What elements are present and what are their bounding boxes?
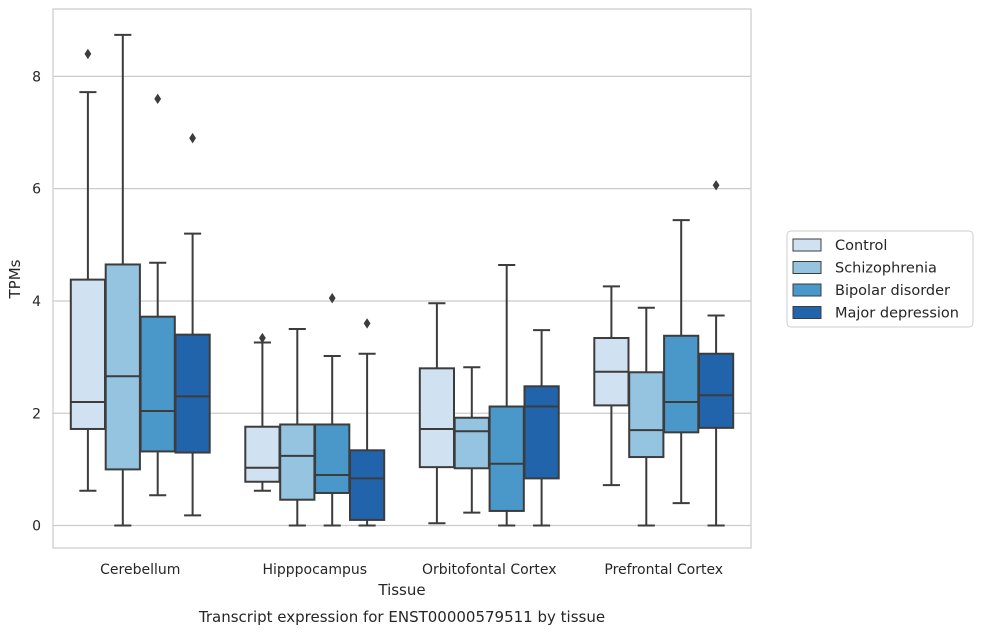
box-1-1 <box>279 328 316 527</box>
legend-label: Control <box>835 238 887 254</box>
x-axis-ticks: Cerebellum Hipppocampus Orbitofontal Corte… <box>100 562 723 578</box>
box-1-3 <box>348 318 386 527</box>
outlier-point <box>189 132 196 144</box>
box-3-0 <box>593 285 630 487</box>
legend: Control Schizophrenia Bipolar disorder Majo… <box>786 230 974 328</box>
box-2-2 <box>488 264 525 527</box>
box-body <box>348 449 386 521</box>
y-axis-label: TPMs <box>6 259 24 299</box>
x-tick-label: Prefrontal Cortex <box>604 562 723 578</box>
legend-frame <box>786 230 974 328</box>
box-1-2 <box>314 292 351 527</box>
x-tick-label: Orbitofontal Cortex <box>422 562 557 578</box>
legend-swatch <box>792 283 822 297</box>
legend-label: Major depression <box>835 306 959 322</box>
box-body <box>488 405 525 512</box>
box-3-2 <box>663 219 700 505</box>
box-2-0 <box>418 302 456 525</box>
box-body <box>104 263 141 471</box>
y-tick-label: 8 <box>32 69 41 85</box>
box-0-3 <box>174 132 211 517</box>
plot-frame <box>52 8 752 549</box>
outlier-point <box>328 292 336 304</box>
box-body <box>279 423 316 501</box>
x-axis-label: Tissue <box>377 581 425 599</box>
outlier-point <box>154 93 162 105</box>
legend-swatch <box>792 306 822 319</box>
outlier-point <box>259 332 266 344</box>
y-tick-label: 4 <box>32 294 41 310</box>
box-2-3 <box>523 329 560 527</box>
legend-label: Schizophrenia <box>835 261 937 277</box>
chart-caption: Transcript expression for ENST0000057951… <box>198 608 605 626</box>
box-body <box>69 278 107 430</box>
box-body <box>663 334 700 434</box>
box-0-0 <box>69 48 107 492</box>
box-body <box>697 352 735 429</box>
box-body <box>453 416 490 470</box>
outlier-point <box>712 180 720 191</box>
box-1-0 <box>244 332 281 492</box>
legend-label: Bipolar disorder <box>835 283 950 299</box>
y-axis-ticks: 0 2 4 6 8 <box>32 69 41 534</box>
y-tick-label: 2 <box>32 406 41 422</box>
box-body <box>523 385 560 480</box>
box-body <box>628 371 665 459</box>
y-tick-label: 0 <box>32 519 41 535</box>
y-tick-label: 6 <box>32 182 41 198</box>
box-body <box>314 423 351 494</box>
x-tick-label: Cerebellum <box>100 562 180 578</box>
box-0-2 <box>139 93 176 497</box>
box-body <box>174 333 211 454</box>
box-body <box>244 425 281 483</box>
box-body <box>139 315 176 453</box>
box-3-1 <box>628 306 665 527</box>
x-tick-label: Hipppocampus <box>262 562 367 578</box>
outlier-point <box>84 48 92 60</box>
box-2-1 <box>453 366 490 514</box>
box-plot-area <box>69 33 735 527</box>
box-0-1 <box>104 33 141 527</box>
legend-swatch <box>792 261 822 274</box>
box-3-3 <box>697 180 735 527</box>
outlier-point <box>363 318 371 329</box>
box-body <box>418 367 456 469</box>
legend-swatch <box>792 238 822 252</box>
